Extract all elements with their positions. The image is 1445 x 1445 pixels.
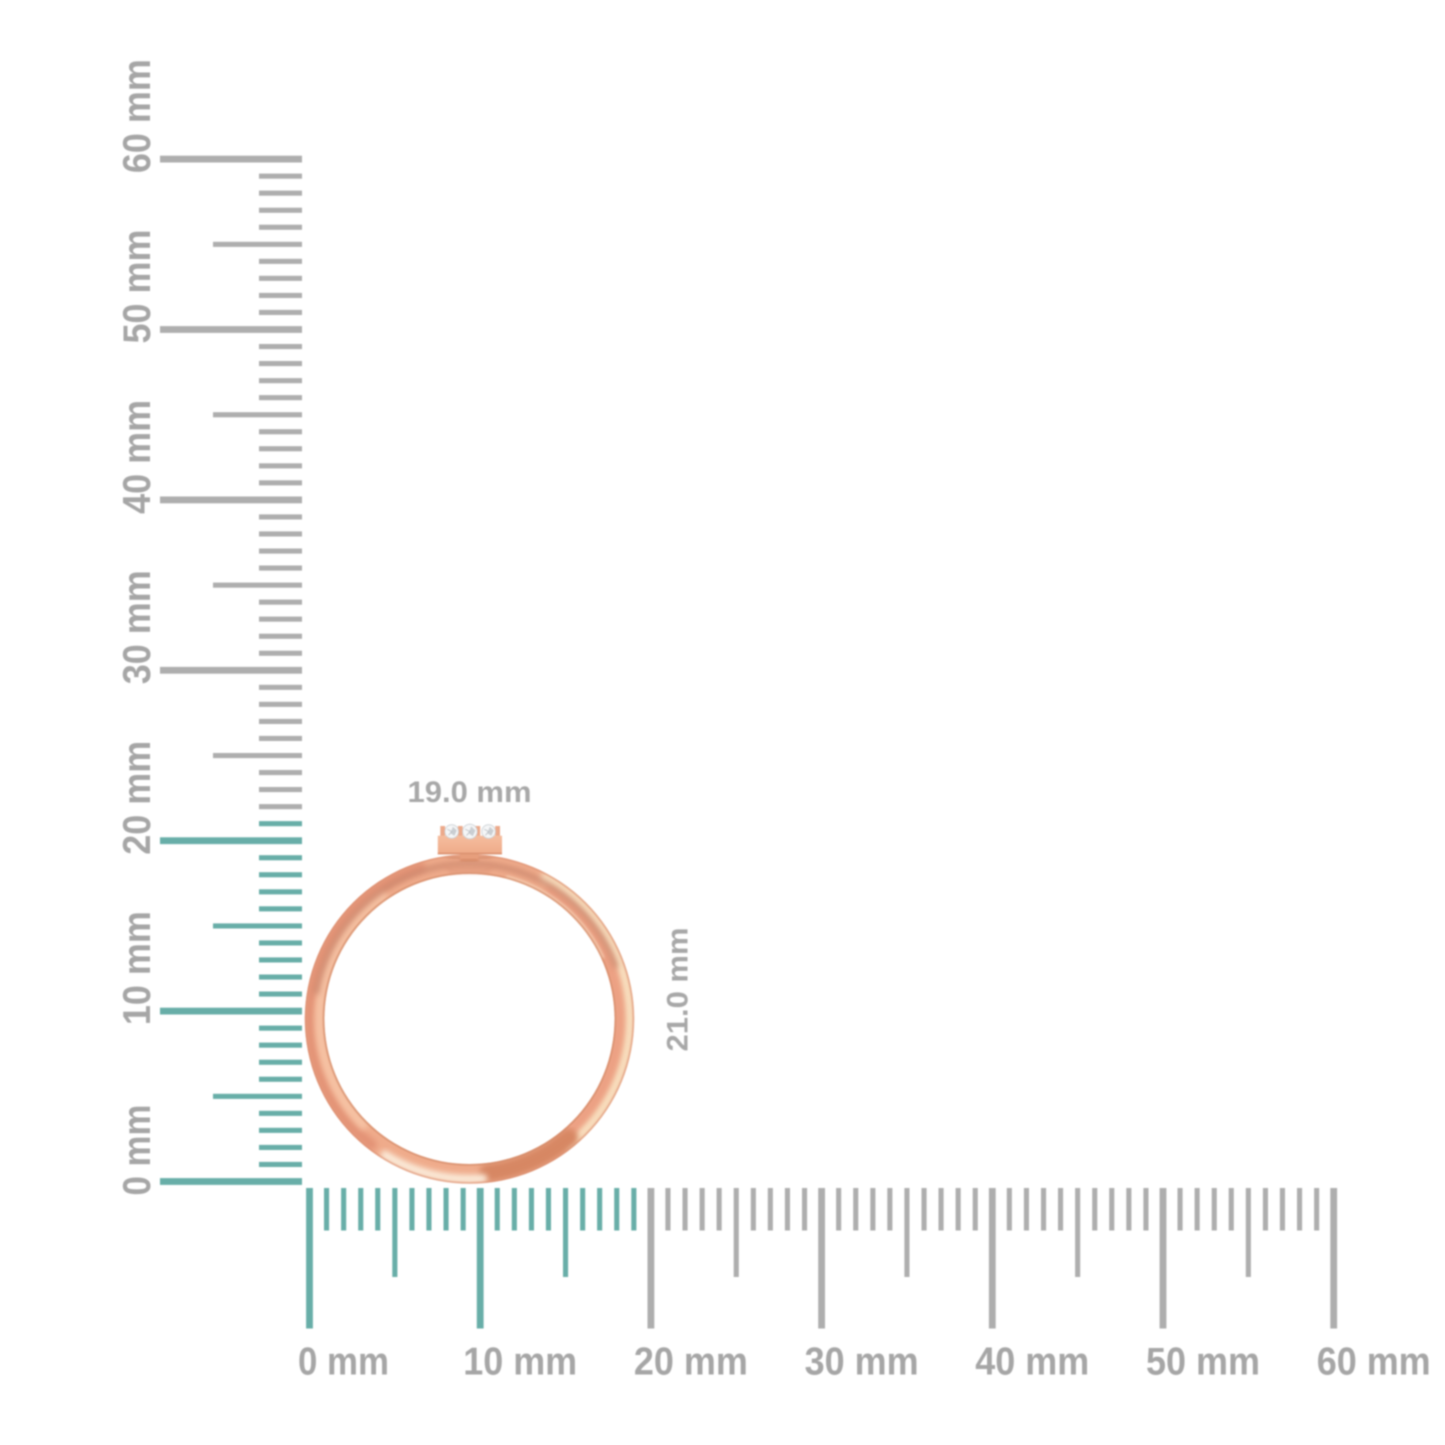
- svg-text:30 mm: 30 mm: [805, 1341, 919, 1384]
- svg-text:30 mm: 30 mm: [116, 570, 159, 684]
- svg-text:40 mm: 40 mm: [975, 1341, 1089, 1384]
- svg-text:0 mm: 0 mm: [298, 1341, 389, 1384]
- svg-text:10 mm: 10 mm: [463, 1341, 577, 1384]
- svg-text:40 mm: 40 mm: [116, 400, 159, 514]
- svg-text:0 mm: 0 mm: [116, 1105, 159, 1196]
- svg-text:20 mm: 20 mm: [116, 741, 159, 855]
- svg-text:20 mm: 20 mm: [634, 1341, 748, 1384]
- svg-text:60 mm: 60 mm: [1317, 1341, 1431, 1384]
- svg-text:10 mm: 10 mm: [116, 911, 159, 1025]
- svg-text:50 mm: 50 mm: [1146, 1341, 1260, 1384]
- svg-text:19.0 mm: 19.0 mm: [408, 776, 532, 809]
- svg-text:50 mm: 50 mm: [116, 230, 159, 344]
- svg-text:60 mm: 60 mm: [116, 59, 159, 173]
- svg-text:21.0 mm: 21.0 mm: [662, 928, 695, 1052]
